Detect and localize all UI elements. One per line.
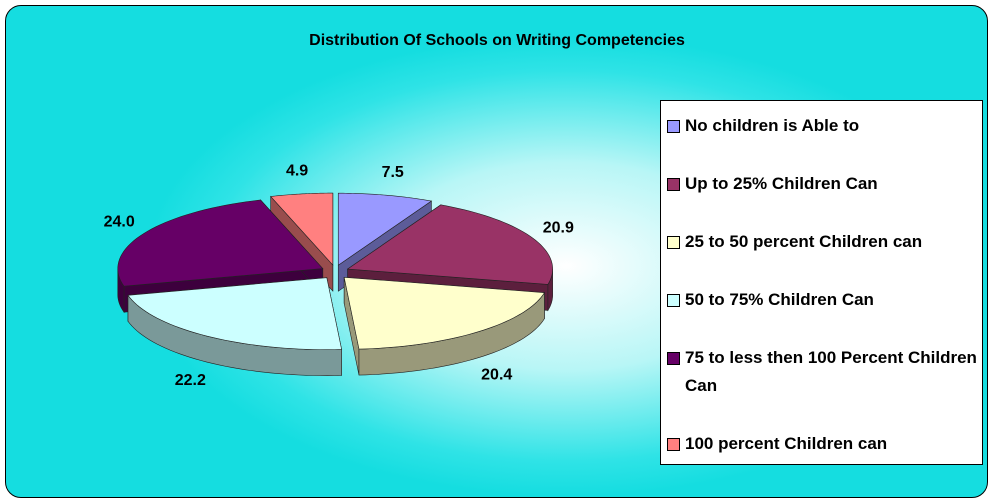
legend-swatch (667, 178, 680, 191)
legend-swatch (667, 294, 680, 307)
legend-swatch (667, 120, 680, 133)
legend-label: 25 to 50 percent Children can (685, 232, 923, 251)
slice (337, 192, 433, 266)
legend-label: No children is Able to (685, 116, 860, 135)
data-label: 24.0 (104, 214, 135, 231)
legend-item: 75 to less then 100 Percent Children Can (667, 344, 982, 400)
legend-label: Up to 25% Children Can (685, 174, 878, 193)
legend-item: 100 percent Children can (667, 430, 982, 458)
data-label: 20.9 (543, 220, 574, 237)
legend-label: 50 to 75% Children Can (685, 290, 874, 309)
legend-item: No children is Able to (667, 112, 982, 140)
slice (127, 277, 342, 350)
data-label: 4.9 (286, 162, 308, 179)
legend-item: 50 to 75% Children Can (667, 286, 982, 314)
slice (343, 276, 545, 350)
data-label: 22.2 (175, 372, 206, 389)
legend-item: 25 to 50 percent Children can (667, 228, 982, 256)
slice (270, 192, 334, 266)
data-label: 7.5 (382, 164, 404, 181)
legend-label: 75 to less then 100 Percent Children Can (685, 348, 977, 395)
legend-swatch (667, 438, 680, 451)
chart-title: Distribution Of Schools on Writing Compe… (309, 32, 685, 49)
data-label: 20.4 (481, 366, 512, 383)
legend-label: 100 percent Children can (685, 434, 888, 453)
legend-item: Up to 25% Children Can (667, 170, 982, 198)
slice (346, 204, 553, 285)
slice (117, 199, 324, 287)
legend-swatch (667, 236, 680, 249)
legend: No children is Able to Up to 25% Children… (660, 100, 983, 465)
legend-swatch (667, 352, 680, 365)
